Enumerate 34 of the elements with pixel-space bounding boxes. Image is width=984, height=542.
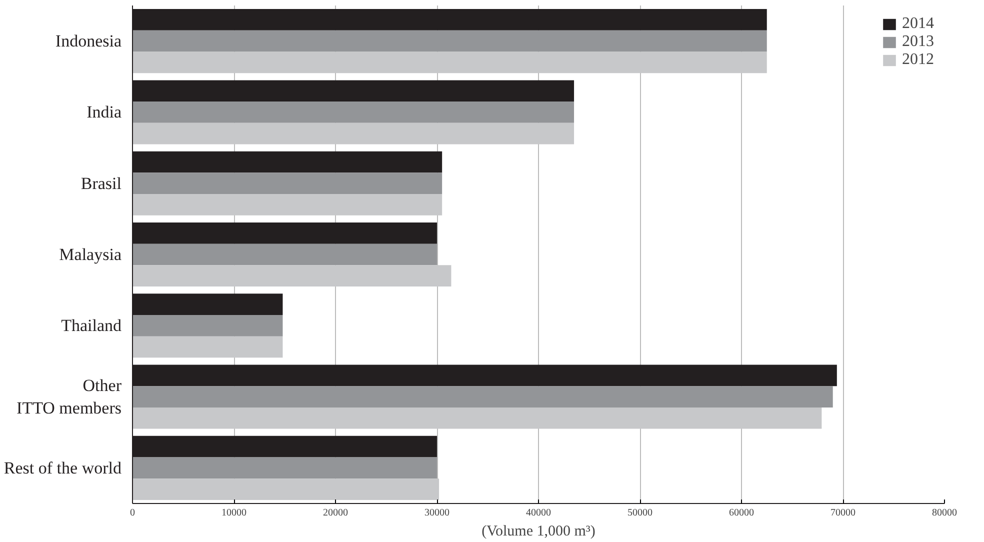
y-tick-label: Rest of the world — [4, 458, 122, 478]
x-tick-label: 30000 — [424, 508, 450, 518]
bar — [132, 244, 437, 266]
x-tick-label: 80000 — [932, 508, 957, 518]
bar — [132, 52, 767, 74]
y-tick-label: India — [86, 102, 122, 122]
legend-label: 2014 — [902, 15, 934, 33]
bar — [132, 122, 574, 144]
y-tick-label: Other ITTO members — [16, 376, 122, 418]
legend-label: 2012 — [902, 51, 934, 69]
x-tick-label: 40000 — [526, 508, 551, 518]
x-tick-label: 50000 — [628, 508, 652, 518]
bar — [132, 172, 442, 194]
y-tick-label: Thailand — [61, 316, 122, 336]
bar — [132, 386, 833, 408]
bar — [132, 314, 283, 336]
x-tick-label: 60000 — [729, 508, 754, 518]
x-axis-title: (Volume 1,000 m³) — [482, 524, 596, 540]
legend-label: 2013 — [902, 33, 934, 51]
x-tick-label: 10000 — [222, 508, 246, 518]
bar — [132, 407, 822, 429]
y-tick-label: Malaysia — [59, 245, 122, 264]
bar — [132, 30, 767, 52]
x-tick-label: 70000 — [830, 508, 856, 518]
bar — [132, 102, 574, 123]
x-tick-label: 0 — [130, 508, 135, 518]
bar — [132, 478, 440, 500]
bar — [132, 336, 283, 358]
x-tick-label: 20000 — [323, 508, 348, 518]
y-tick-label: Indonesia — [55, 32, 122, 51]
bar — [132, 457, 437, 479]
bar — [132, 265, 452, 287]
y-tick-label: Brasil — [80, 174, 122, 193]
bar — [132, 194, 442, 216]
